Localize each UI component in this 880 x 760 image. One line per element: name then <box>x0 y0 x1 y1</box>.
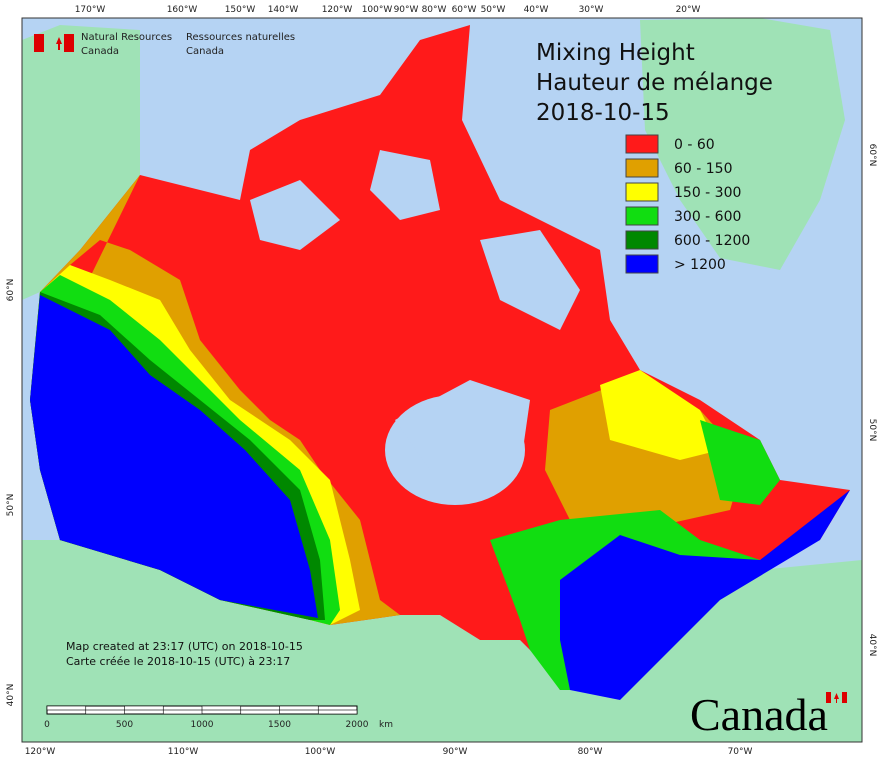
header-fr: Canada <box>186 46 224 57</box>
legend-swatch <box>625 158 659 178</box>
zone-blue-east <box>560 490 850 700</box>
legend-label: 600 - 1200 <box>674 233 750 249</box>
title: 2018-10-15 <box>536 100 670 126</box>
latitude-label: 50°N <box>6 494 16 517</box>
legend-swatch <box>625 254 659 274</box>
legend-label: > 1200 <box>674 257 726 273</box>
longitude-label: 90°W <box>394 5 419 15</box>
zone-blue <box>30 295 318 618</box>
scale-segment <box>162 709 203 715</box>
header-fr: Ressources naturelles <box>186 32 295 43</box>
legend: 0 - 60 60 - 150 150 - 300 300 - 600 600 - 12… <box>625 134 750 274</box>
channel <box>370 150 440 220</box>
longitude-label: 170°W <box>75 5 106 15</box>
legend-swatch <box>625 134 659 154</box>
scale-segment <box>201 705 242 711</box>
frame <box>21 17 863 743</box>
header-en: Canada <box>81 46 119 57</box>
credit: Carte créée le 2018-10-15 (UTC) à 23:17 <box>66 655 290 668</box>
longitude-label: 90°W <box>443 747 468 757</box>
longitude-label: 50°W <box>481 5 506 15</box>
scale-segment <box>85 709 125 715</box>
flag <box>842 692 847 703</box>
legend-label: 60 - 150 <box>674 161 733 177</box>
credit: Map created at 23:17 (UTC) on 2018-10-15 <box>66 640 303 653</box>
greenland <box>640 18 845 270</box>
title: Mixing Height <box>536 40 695 66</box>
alaska <box>22 25 140 300</box>
scale-segment <box>124 705 164 711</box>
zone-yellow-east <box>600 370 720 460</box>
legend-label: 150 - 300 <box>674 185 741 201</box>
scale-label: 2000 <box>346 720 369 730</box>
latitude-label: 60°N <box>867 144 877 167</box>
longitude-label: 80°W <box>578 747 603 757</box>
latitude-label: 40°N <box>867 634 877 657</box>
scale-label: 500 <box>116 720 133 730</box>
channel <box>250 180 340 250</box>
longitude-label: 150°W <box>225 5 256 15</box>
zone-green-east <box>700 420 780 505</box>
legend-label: 300 - 600 <box>674 209 741 225</box>
wordmark: Canada <box>690 689 828 740</box>
longitude-label: 60°W <box>452 5 477 15</box>
latitude-label: 40°N <box>6 684 16 707</box>
legend-swatch <box>625 206 659 226</box>
graticule: 170°W 160°W 150°W 140°W 120°W 100°W 90°W 80°W 60… <box>6 5 877 757</box>
scale-unit: km <box>379 720 393 730</box>
legend-label: 0 - 60 <box>674 137 715 153</box>
scale-segment <box>240 709 280 715</box>
scale-segment <box>279 705 319 711</box>
scale-bar: 0 500 1000 1500 2000 km <box>44 705 393 730</box>
longitude-label: 40°W <box>524 5 549 15</box>
legend-swatch <box>625 182 659 202</box>
latitude-label: 50°N <box>867 419 877 442</box>
longitude-label: 100°W <box>362 5 393 15</box>
longitude-label: 120°W <box>322 5 353 15</box>
longitude-label: 120°W <box>25 747 56 757</box>
longitude-label: 20°W <box>676 5 701 15</box>
header-en: Natural Resources <box>81 32 172 43</box>
scale-segment <box>317 709 358 715</box>
latitude-label: 60°N <box>6 279 16 302</box>
title: Hauteur de mélange <box>536 70 773 96</box>
scale-label: 1000 <box>191 720 214 730</box>
scale-label: 1500 <box>268 720 291 730</box>
longitude-label: 110°W <box>168 747 199 757</box>
flag-leaf <box>834 693 839 703</box>
longitude-label: 100°W <box>305 747 336 757</box>
baffin-bay <box>480 230 580 330</box>
flag <box>826 692 831 703</box>
scale-segment <box>46 705 87 711</box>
longitude-label: 30°W <box>579 5 604 15</box>
longitude-label: 70°W <box>728 747 753 757</box>
scale-label: 0 <box>44 720 50 730</box>
flag <box>34 34 44 52</box>
hudson-bay-north <box>395 380 530 480</box>
united-states <box>22 540 862 742</box>
longitude-label: 140°W <box>268 5 299 15</box>
longitude-label: 80°W <box>422 5 447 15</box>
legend-swatch <box>625 230 659 250</box>
flag <box>64 34 74 52</box>
flag-leaf <box>56 37 62 50</box>
longitude-label: 160°W <box>167 5 198 15</box>
